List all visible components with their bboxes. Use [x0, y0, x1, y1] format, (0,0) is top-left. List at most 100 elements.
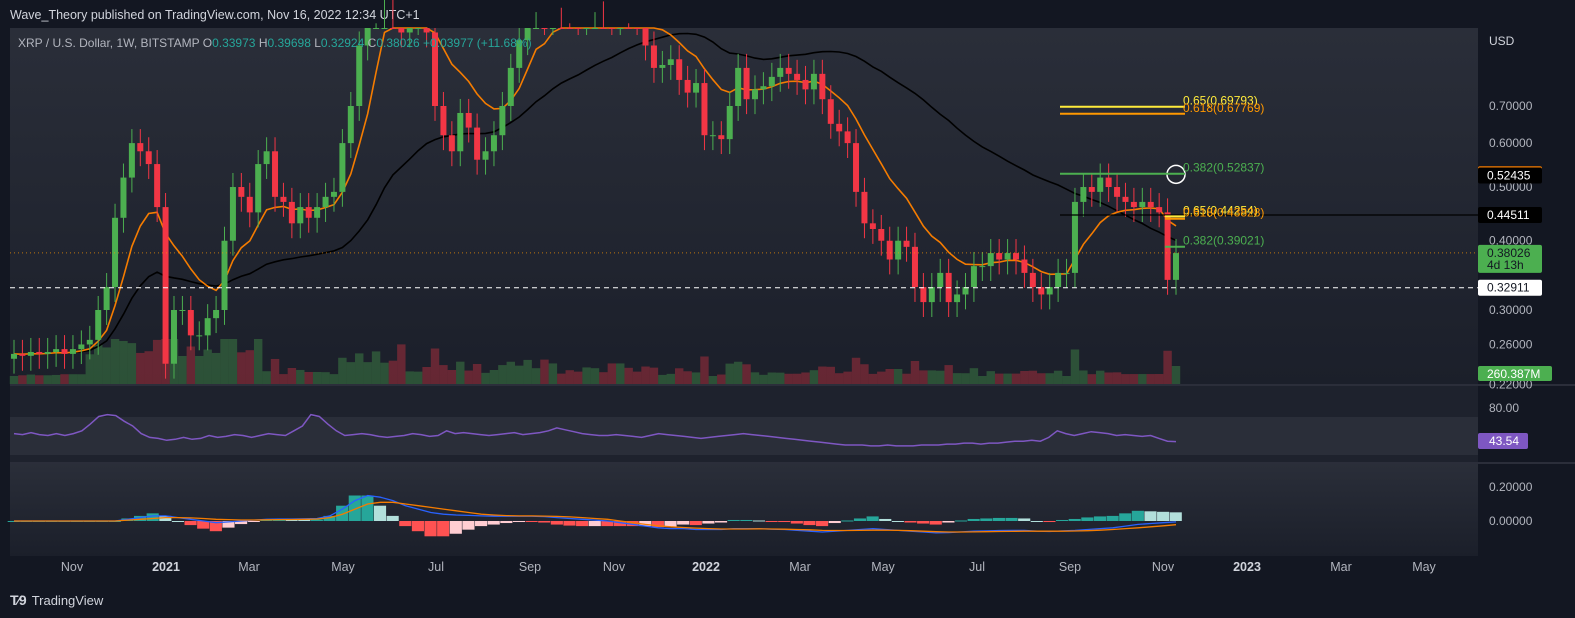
volume-bar [388, 360, 398, 384]
candle-body [162, 207, 169, 364]
candle-body [1088, 187, 1095, 192]
volume-bar [262, 371, 271, 384]
candle-body [272, 151, 279, 197]
candle-body [895, 240, 902, 260]
macd-histogram-bar [550, 521, 563, 525]
candle-body [196, 335, 203, 337]
macd-histogram-bar [853, 518, 867, 521]
macd-histogram-bar [651, 521, 664, 528]
price-tick: 0.40000 [1489, 234, 1533, 248]
candle-body [1038, 287, 1045, 295]
volume-bar [599, 372, 608, 384]
macd-histogram-bar [171, 521, 185, 522]
volume-bar [26, 374, 36, 384]
macd-histogram-bar [512, 521, 526, 523]
volume-bar [666, 373, 675, 384]
candle-body [288, 201, 295, 224]
macd-histogram-bar [1157, 511, 1170, 521]
volume-bar [1171, 365, 1181, 384]
volume-bar [1037, 373, 1046, 384]
volume-bar [708, 376, 718, 384]
macd-histogram-bar [576, 521, 589, 527]
volume-bar [1028, 370, 1038, 384]
volume-bar [616, 363, 625, 384]
macd-histogram-bar [714, 521, 728, 523]
candle-body [1080, 187, 1087, 202]
volume-bar [801, 372, 810, 384]
level-badge: 0.44511 [1487, 208, 1530, 222]
candle-body [465, 112, 472, 128]
candle-body [541, 28, 548, 29]
macd-histogram-bar [222, 521, 235, 528]
macd-histogram-bar [235, 521, 248, 525]
publish-line: Wave_Theory published on TradingView.com… [10, 8, 420, 22]
volume-bar [877, 371, 886, 384]
candle-body [1139, 201, 1146, 208]
volume-bar [944, 365, 953, 384]
rsi-tick: 80.00 [1489, 401, 1519, 415]
high-value: 0.39698 [267, 36, 311, 50]
volume-bar [1129, 374, 1139, 384]
candle-body [36, 351, 43, 354]
volume-bar [1112, 372, 1122, 384]
candle-body [1114, 187, 1121, 197]
candle-body [1130, 201, 1137, 208]
macd-histogram-bar [411, 521, 424, 532]
volume-bar [1121, 374, 1130, 384]
time-tick: Nov [603, 560, 626, 574]
volume-bar [456, 361, 465, 384]
macd-histogram-bar [437, 521, 450, 537]
volume-bar [834, 373, 844, 384]
candle-body [103, 287, 110, 310]
macd-histogram-bar [917, 521, 930, 524]
tradingview-logo[interactable]: T⁄9 TradingView [10, 592, 103, 608]
volume-bar [1154, 374, 1164, 384]
volume-bar [1163, 350, 1172, 384]
macd-histogram-bar [133, 515, 147, 521]
volume-bar [152, 339, 162, 384]
volume-bar [35, 375, 44, 384]
candle-body [347, 106, 354, 144]
macd-histogram-bar [1169, 512, 1182, 521]
volume-bar [986, 371, 995, 384]
candle-body [600, 28, 607, 29]
macd-histogram-bar [765, 521, 778, 522]
volume-bar [691, 372, 701, 384]
volume-bar [338, 357, 347, 384]
candle-body [373, 28, 380, 29]
macd-histogram-bar [373, 505, 387, 521]
volume-bar [228, 339, 238, 384]
level-badge-bg [1478, 207, 1542, 224]
macd-histogram-bar [778, 521, 791, 523]
candle-body [726, 106, 733, 140]
rsi-badge: 43.54 [1489, 434, 1519, 448]
macd-histogram-bar [424, 521, 437, 537]
volume-bar [472, 363, 482, 384]
candle-body [204, 318, 211, 336]
volume-bar [1053, 370, 1063, 384]
volume-bar [506, 361, 516, 384]
candle-body [777, 67, 784, 77]
candle-body [617, 28, 624, 29]
candle-body [659, 64, 666, 68]
macd-line [14, 494, 1177, 534]
fib-label: 0.618(0.67769) [1183, 101, 1264, 115]
macd-histogram-bar [790, 521, 803, 524]
candle-body [1021, 259, 1028, 273]
macd-histogram-bar [475, 521, 488, 527]
currency-label: USD [1489, 34, 1515, 48]
volume-bar [649, 367, 659, 384]
rsi-pane: 80.00 43.54 [13, 401, 1528, 449]
candle-body [423, 28, 430, 33]
candle-body [179, 310, 186, 311]
support-badge: 0.32911 [1487, 281, 1530, 295]
volume-bar [136, 352, 145, 384]
fib-label: 0.65(0.44254) [1183, 203, 1258, 217]
volume-bar [405, 371, 414, 384]
candle-body [398, 28, 405, 33]
volume-bar [1003, 373, 1012, 384]
candle-body [381, 28, 388, 29]
candle-body [339, 143, 346, 192]
